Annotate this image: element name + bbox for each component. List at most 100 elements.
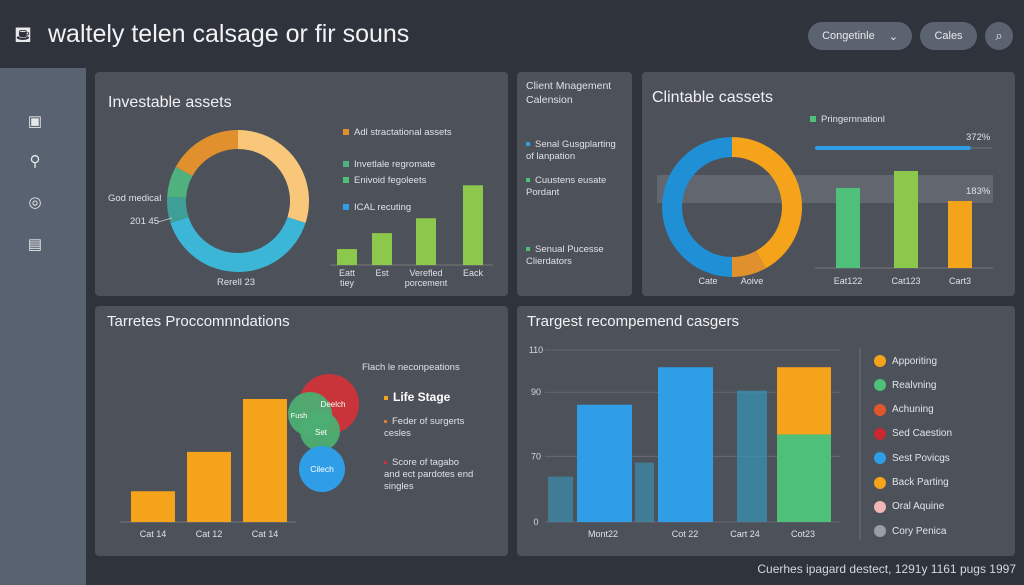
legend-item: ICAL recuting <box>343 202 411 214</box>
legend-swatch <box>874 452 886 465</box>
tile-icon[interactable]: ▣ <box>27 113 43 130</box>
legend-item: Enivoid fegoleets <box>343 175 426 187</box>
legend-item: Realvning <box>874 379 937 392</box>
legend-label: Apporiting <box>892 355 938 367</box>
planet-icon[interactable]: ◎ <box>28 194 42 211</box>
footer-text: Cuerhes ipagard destect, 1291y 1161 pugs… <box>757 562 1016 576</box>
list-item: Life Stage <box>384 390 450 404</box>
legend-swatch <box>874 500 886 513</box>
bar <box>577 404 632 522</box>
legend-label: Cory Penica <box>892 525 947 537</box>
bar <box>463 185 483 265</box>
bar <box>416 218 436 265</box>
band-label: 183% <box>966 186 991 197</box>
bar-stack <box>777 367 831 435</box>
dropdown-label: Congetinle <box>822 30 875 42</box>
tick-label: 110 <box>529 345 543 355</box>
legend-label: Realvning <box>892 379 937 391</box>
donut-slice <box>167 196 189 223</box>
bar <box>737 390 767 522</box>
legend-label: Sed Caestion <box>892 428 953 440</box>
list-item: Feder of surgerts cesles <box>384 416 465 439</box>
list-item: Cuustens eusate Pordant <box>526 175 607 198</box>
legend-swatch <box>810 116 816 123</box>
progress-label: 372% <box>966 132 991 143</box>
bar-label: Cart 24 <box>730 529 760 539</box>
donut-slice <box>662 137 732 277</box>
venn-label: Fush <box>291 411 308 420</box>
legend-label: Sest Povicgs <box>892 452 950 464</box>
bar-label: Cot 22 <box>672 529 699 539</box>
bullet <box>384 460 387 464</box>
legend-item: Pringernnationl <box>810 114 885 126</box>
bullet <box>384 395 388 400</box>
document-icon[interactable]: ▤ <box>27 236 43 253</box>
donut-slice <box>167 166 193 198</box>
dropdown[interactable]: Congetinle ⌄ <box>808 22 912 50</box>
legend-swatch <box>343 129 349 136</box>
bar-label: Cot23 <box>791 529 815 539</box>
legend-swatch <box>343 161 349 168</box>
bullet <box>526 142 530 147</box>
cales-button[interactable]: Cales <box>920 22 977 50</box>
legend-swatch <box>874 525 886 538</box>
legend-swatch <box>874 379 886 392</box>
tick-label: 70 <box>531 451 541 461</box>
bar <box>337 249 357 265</box>
logo-icon: ⛾ <box>14 22 32 47</box>
donut-slice <box>732 137 803 269</box>
wrench-icon[interactable]: ⚲ <box>29 153 41 170</box>
bar <box>836 188 860 268</box>
highlight-band <box>657 175 993 203</box>
sidebar <box>0 68 86 585</box>
venn-circle <box>299 446 345 492</box>
bar-label: Est <box>375 268 389 278</box>
donut-label: God medical <box>108 193 162 204</box>
bar <box>894 171 918 268</box>
legend-swatch <box>343 204 349 211</box>
bullet <box>526 247 530 252</box>
donut-value: 201 45 <box>130 216 160 227</box>
donut-slice <box>175 130 238 176</box>
list-item: Senal Gusgplarting of lanpation <box>526 139 616 162</box>
list-item: Score of tagabo and ect pardotes end sin… <box>384 457 474 492</box>
page-title: waltely telen calsage or fir souns <box>48 20 410 48</box>
bullet <box>526 178 530 183</box>
panel-title: Investable assets <box>108 94 232 111</box>
progress-fill <box>815 146 971 150</box>
legend-item: Apporiting <box>874 355 937 367</box>
search-icon[interactable]: ⌕ <box>985 22 1013 50</box>
panel-title: Tarretes Proccomnndations <box>107 313 290 330</box>
donut-bottom-label: Rerell 23 <box>217 277 256 288</box>
panel-title: Trargest recompemend casgers <box>527 313 740 330</box>
venn-label: Deelch <box>321 400 346 409</box>
legend-label: Achuning <box>892 404 934 416</box>
bar-label: Cart3 <box>949 276 971 286</box>
venn-circle <box>300 411 340 451</box>
legend-swatch <box>874 403 886 416</box>
list-item: Senual Pucesse Clierdators <box>526 244 604 267</box>
bar-label: Cat 14 <box>140 529 167 539</box>
bar-label: porcement <box>405 278 448 288</box>
tick-label: 0 <box>533 517 538 527</box>
panel-title: Clintable cassets <box>652 89 773 106</box>
legend-item: Invetlale regromate <box>343 159 435 171</box>
legend-swatch <box>874 476 886 489</box>
client-management-panel <box>517 72 632 296</box>
donut-slice <box>732 250 766 277</box>
bar <box>243 399 287 522</box>
bar-label: Eat122 <box>834 276 863 286</box>
donut-label: Cate <box>698 276 717 286</box>
donut-slice <box>238 130 310 223</box>
bar <box>777 434 831 522</box>
bar-label: Mont22 <box>588 529 618 539</box>
bar <box>187 451 231 522</box>
legend-swatch <box>343 177 349 184</box>
venn-label: Cilech <box>310 464 334 474</box>
bar-label: Cat 14 <box>252 529 279 539</box>
bar-label: Eatt <box>339 268 356 278</box>
bar-label: tiey <box>340 278 355 288</box>
bar-label: Cat 12 <box>196 529 223 539</box>
legend-item: Oral Aquine <box>874 500 944 513</box>
